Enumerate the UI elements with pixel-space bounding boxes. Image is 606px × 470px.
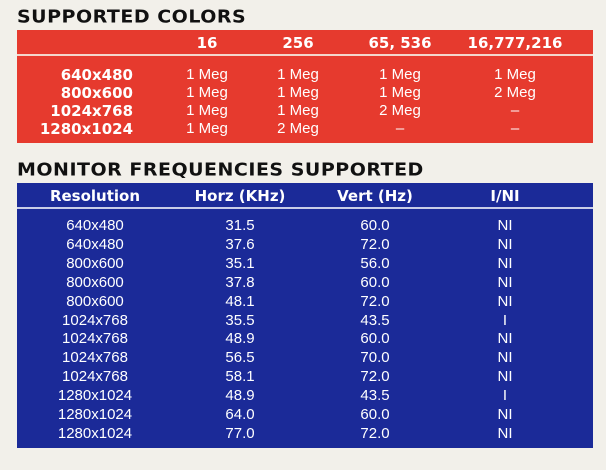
- table-cell: 1 Meg: [186, 102, 228, 119]
- table-cell: 1 Meg: [277, 84, 319, 101]
- row-label: 640x480: [60, 66, 133, 84]
- column-header: 16,777,216: [467, 34, 563, 52]
- supported-colors-table: 16 256 65, 536 16,777,216 640x480 1 Meg 1 Meg 1…: [17, 30, 593, 143]
- table-cell: 72.0: [360, 292, 390, 310]
- table-cell: NI: [497, 254, 513, 272]
- table-cell: 48.9: [225, 387, 255, 405]
- column-header: 65, 536: [368, 34, 432, 52]
- table-cell: NI: [497, 424, 513, 442]
- row-label: 1024x768: [50, 102, 133, 120]
- header-divider: [17, 54, 593, 56]
- table-cell: 1 Meg: [186, 84, 228, 101]
- table-cell: 640x480: [66, 235, 124, 253]
- table-cell: 48.1: [225, 292, 255, 310]
- header-divider: [17, 207, 593, 209]
- table-cell: 1 Meg: [494, 66, 536, 83]
- column-header: Vert (Hz): [337, 187, 413, 205]
- column-header: Horz (KHz): [194, 187, 286, 205]
- table-cell: NI: [497, 406, 513, 423]
- table-cell: NI: [497, 292, 513, 310]
- table-cell: 56.0: [360, 254, 390, 272]
- table-cell: 800x600: [66, 292, 124, 310]
- table-cell: 60.0: [360, 406, 390, 423]
- table-cell: 1024x768: [62, 349, 128, 367]
- table-cell: NI: [497, 368, 513, 386]
- table-cell: 1280x1024: [57, 387, 133, 405]
- row-label: 800x600: [60, 84, 133, 102]
- row-label: 1280x1024: [39, 120, 133, 138]
- table-cell: 37.6: [225, 235, 255, 253]
- table-cell: 2 Meg: [379, 102, 421, 119]
- table-cell: NI: [497, 217, 513, 234]
- table-cell: 60.0: [360, 330, 390, 348]
- table-cell: 1280x1024: [57, 406, 133, 423]
- table-cell: 77.0: [225, 424, 255, 442]
- table-cell: I: [502, 311, 508, 329]
- table-cell: 1280x1024: [57, 424, 133, 442]
- table-cell: NI: [497, 273, 513, 291]
- table-cell: 64.0: [225, 406, 255, 423]
- table-cell: 1 Meg: [277, 66, 319, 83]
- table-cell: 60.0: [360, 273, 390, 291]
- table-cell: 640x480: [66, 217, 124, 234]
- column-header: I/NI: [490, 187, 520, 205]
- table-cell: 1 Meg: [379, 84, 421, 101]
- table-cell: –: [510, 120, 520, 137]
- table-cell: 1024x768: [62, 311, 128, 329]
- monitor-frequencies-title: MONITOR FREQUENCIES SUPPORTED: [17, 159, 424, 181]
- table-cell: 48.9: [225, 330, 255, 348]
- table-cell: 72.0: [360, 368, 390, 386]
- table-cell: –: [510, 102, 520, 119]
- table-cell: 800x600: [66, 273, 124, 291]
- table-cell: 1024x768: [62, 330, 128, 348]
- table-cell: I: [502, 387, 508, 405]
- table-cell: 56.5: [225, 349, 255, 367]
- table-cell: 2 Meg: [277, 120, 319, 137]
- column-header: 256: [282, 34, 314, 52]
- supported-colors-title: SUPPORTED COLORS: [17, 6, 247, 28]
- table-cell: 72.0: [360, 235, 390, 253]
- table-cell: 72.0: [360, 424, 390, 442]
- table-cell: 43.5: [360, 311, 390, 329]
- table-cell: 35.5: [225, 311, 255, 329]
- table-cell: NI: [497, 330, 513, 348]
- table-cell: 1 Meg: [186, 120, 228, 137]
- table-cell: NI: [497, 349, 513, 367]
- table-cell: 60.0: [360, 217, 390, 234]
- column-header: Resolution: [49, 187, 141, 205]
- table-cell: 800x600: [66, 254, 124, 272]
- table-cell: 35.1: [225, 254, 255, 272]
- table-cell: –: [395, 120, 405, 137]
- table-cell: 1 Meg: [277, 102, 319, 119]
- column-header: 16: [196, 34, 218, 52]
- table-cell: 37.8: [225, 273, 255, 291]
- table-cell: 31.5: [225, 217, 255, 234]
- monitor-frequencies-table: Resolution Horz (KHz) Vert (Hz) I/NI 640x480…: [17, 183, 593, 448]
- table-cell: NI: [497, 235, 513, 253]
- table-cell: 70.0: [360, 349, 390, 367]
- table-cell: 1024x768: [62, 368, 128, 386]
- table-cell: 58.1: [225, 368, 255, 386]
- table-cell: 1 Meg: [186, 66, 228, 83]
- table-cell: 2 Meg: [494, 84, 536, 101]
- table-cell: 1 Meg: [379, 66, 421, 83]
- table-cell: 43.5: [360, 387, 390, 405]
